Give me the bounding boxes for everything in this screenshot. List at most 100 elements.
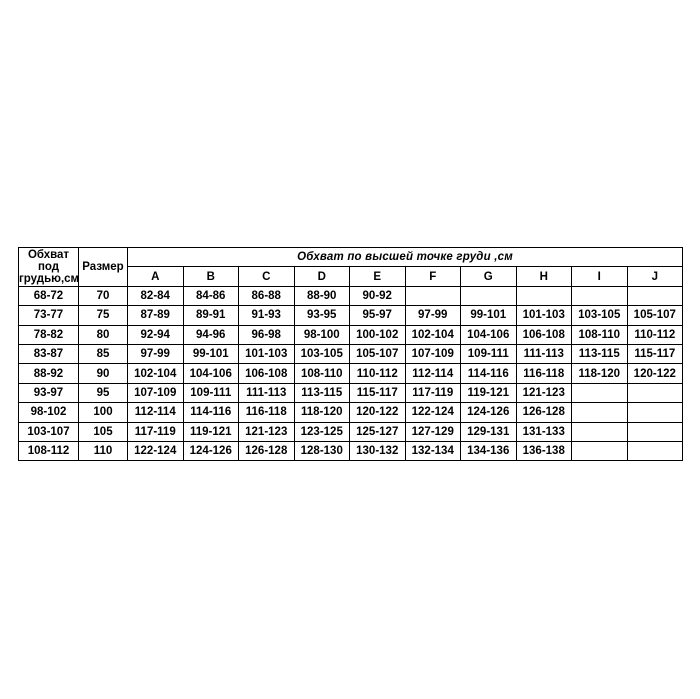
cell-bust-f: 102-104 [404,324,461,345]
cell-bust-c: 91-93 [238,305,295,326]
table-body: 68-72 70 82-84 84-86 86-88 88-90 90-92 73-77 75 8… [18,285,684,462]
cell-bust-d: 108-110 [293,363,350,384]
header-cup-e: E [349,266,406,287]
table-row: 88-92 90 102-104 104-106 106-108 108-110 110-1… [18,363,684,384]
cell-bust-f: 97-99 [404,305,461,326]
cell-bust-h: 131-133 [515,421,572,442]
table-header: Обхват под грудью,см Размер Обхват по вы… [18,246,684,287]
cell-bust-b: 89-91 [182,305,239,326]
cell-bust-b: 94-96 [182,324,239,345]
cell-size: 75 [78,305,128,326]
cell-bust-e: 100-102 [349,324,406,345]
cell-bust-b: 99-101 [182,343,239,365]
cell-size: 80 [78,324,128,345]
cell-bust-i: 118-120 [571,363,628,384]
cell-bust-e: 105-107 [349,343,406,365]
cell-bust-j [626,440,684,462]
cell-bust-h: 111-113 [515,343,572,365]
cell-bust-d: 98-100 [293,324,350,345]
table-row: 68-72 70 82-84 84-86 86-88 88-90 90-92 [18,285,684,307]
cell-bust-d: 93-95 [293,305,350,326]
cell-bust-g: 129-131 [460,421,517,442]
cell-bust-e: 115-117 [349,382,406,404]
cell-bust-d: 88-90 [293,285,350,307]
cell-bust-c: 101-103 [238,343,295,365]
cell-bust-a: 87-89 [127,305,184,326]
cell-bust-c: 116-118 [238,402,295,423]
header-under-bust: Обхват под грудью,см [18,247,79,287]
cell-bust-h: 101-103 [515,305,572,326]
cell-bust-a: 107-109 [127,382,184,404]
cell-under-bust: 88-92 [18,363,79,384]
cell-bust-b: 104-106 [182,363,239,384]
cell-under-bust: 73-77 [18,305,79,326]
cell-bust-h [515,285,572,307]
cell-bust-e: 125-127 [349,421,406,442]
cell-under-bust: 98-102 [18,402,79,423]
cell-bust-c: 96-98 [238,324,295,345]
cell-bust-h: 121-123 [515,382,572,404]
cell-bust-c: 86-88 [238,285,295,307]
cell-bust-d: 118-120 [293,402,350,423]
cell-under-bust: 108-112 [18,440,79,462]
cell-bust-e: 130-132 [349,440,406,462]
cell-bust-h: 106-108 [515,324,572,345]
cell-bust-a: 102-104 [127,363,184,384]
cell-bust-j [626,285,684,307]
cell-bust-c: 111-113 [238,382,295,404]
cell-bust-f: 132-134 [404,440,461,462]
header-size: Размер [78,247,128,287]
table-row: 73-77 75 87-89 89-91 91-93 93-95 95-97 97-99 99-… [18,305,684,326]
cell-bust-e: 90-92 [349,285,406,307]
cell-bust-j: 105-107 [626,305,684,326]
header-cup-g: G [460,266,517,287]
cell-bust-i [571,421,628,442]
cell-under-bust: 103-107 [18,421,79,442]
header-under-bust-line2: под [37,260,60,273]
size-chart-container: Обхват под грудью,см Размер Обхват по вы… [18,246,684,462]
cell-under-bust: 83-87 [18,343,79,365]
header-under-bust-line1: Обхват [27,248,70,261]
cell-bust-i: 103-105 [571,305,628,326]
header-cup-c: C [238,266,295,287]
cell-bust-i: 108-110 [571,324,628,345]
table-row: 98-102 100 112-114 114-116 116-118 118-120 120… [18,402,684,423]
cell-bust-j [626,402,684,423]
cell-bust-g: 114-116 [460,363,517,384]
header-cup-h: H [515,266,572,287]
cell-size: 85 [78,343,128,365]
cell-bust-d: 128-130 [293,440,350,462]
cell-size: 90 [78,363,128,384]
cell-bust-g: 104-106 [460,324,517,345]
table-row: 83-87 85 97-99 99-101 101-103 103-105 105-107 1… [18,343,684,365]
cell-bust-j [626,421,684,442]
cell-bust-g: 124-126 [460,402,517,423]
cell-bust-g: 134-136 [460,440,517,462]
cell-bust-b: 84-86 [182,285,239,307]
cell-bust-a: 82-84 [127,285,184,307]
cell-bust-f [404,285,461,307]
header-cup-f: F [404,266,461,287]
cell-bust-a: 122-124 [127,440,184,462]
cell-bust-g: 99-101 [460,305,517,326]
cell-bust-f: 127-129 [404,421,461,442]
cell-size: 70 [78,285,128,307]
cell-under-bust: 78-82 [18,324,79,345]
cell-bust-i [571,402,628,423]
cell-bust-j: 110-112 [626,324,684,345]
cell-size: 105 [78,421,128,442]
cell-size: 110 [78,440,128,462]
cell-bust-e: 120-122 [349,402,406,423]
cell-bust-f: 112-114 [404,363,461,384]
header-row-title: Обхват под грудью,см Размер Обхват по вы… [18,246,684,287]
cell-bust-b: 124-126 [182,440,239,462]
cell-bust-i [571,440,628,462]
bra-size-table: Обхват под грудью,см Размер Обхват по вы… [18,246,684,462]
header-cup-i: I [571,266,628,287]
cell-bust-e: 110-112 [349,363,406,384]
header-bust-group-title: Обхват по высшей точке груди ,см [126,246,684,268]
cell-bust-j [626,382,684,404]
cell-bust-a: 117-119 [127,421,184,442]
cell-bust-d: 123-125 [293,421,350,442]
